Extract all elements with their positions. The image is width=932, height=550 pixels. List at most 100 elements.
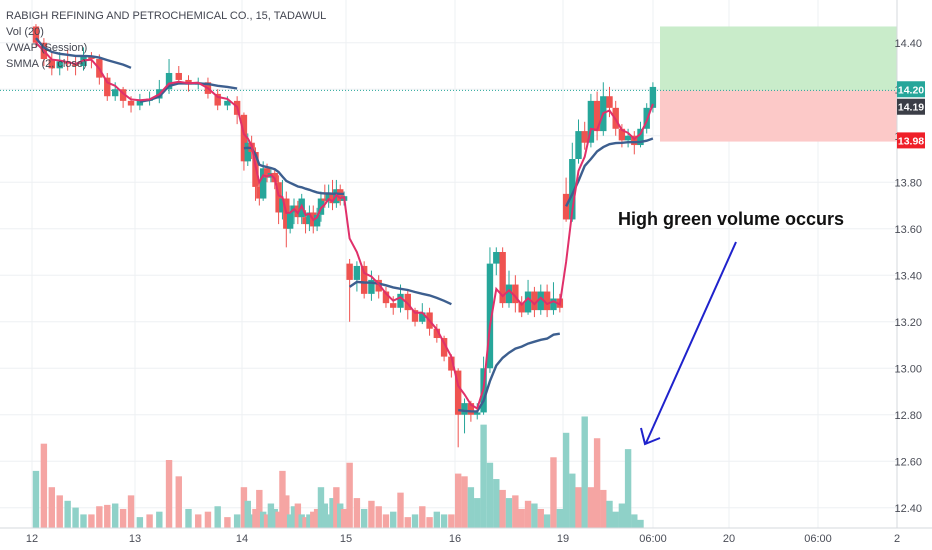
- candle-body: [537, 291, 544, 311]
- volume-bar: [346, 462, 353, 528]
- volume-bar: [48, 487, 56, 528]
- volume-bar: [505, 498, 513, 528]
- stop-loss-zone: [660, 90, 897, 142]
- volume-bar: [480, 424, 487, 528]
- smma-indicator-label: SMMA (2, close): [6, 58, 87, 70]
- price-tag-last: [897, 98, 925, 115]
- candle-body: [279, 198, 286, 213]
- price-tick-label: 12.80: [894, 410, 922, 422]
- candle-body: [353, 265, 361, 280]
- candle-body: [313, 214, 321, 227]
- volume-bar: [256, 489, 263, 528]
- volume-bar: [360, 508, 368, 528]
- volume-bar: [461, 476, 468, 528]
- candle-body: [433, 328, 441, 339]
- volume-bar: [531, 503, 538, 528]
- chart-legend: RABIGH REFINING AND PETROCHEMICAL CO., 1…: [6, 8, 326, 72]
- price-tag-label: 14.19: [898, 102, 924, 114]
- volume-bar: [569, 473, 576, 528]
- volume-bar: [637, 519, 644, 528]
- candle-body: [302, 217, 309, 225]
- candle-body: [474, 412, 481, 415]
- volume-bar: [240, 487, 248, 528]
- candle-body: [244, 142, 251, 162]
- volume-indicator-label: Vol (20): [6, 26, 44, 38]
- volume-bar: [433, 511, 441, 528]
- volume-bar: [333, 487, 340, 528]
- volume-bar: [448, 514, 455, 528]
- volume-bar: [618, 503, 626, 528]
- price-tick-label: 12.60: [894, 456, 922, 468]
- volume-bar: [375, 506, 382, 528]
- candle-body: [618, 128, 626, 141]
- candle-body: [256, 186, 263, 199]
- time-tick-label: 20: [723, 533, 735, 545]
- volume-bar: [587, 487, 595, 528]
- volume-bar: [454, 473, 462, 528]
- price-tick-label: 12.40: [894, 503, 922, 515]
- candle-body: [88, 56, 95, 60]
- smma-line: [35, 42, 654, 411]
- time-tick-label: 2: [894, 533, 900, 545]
- volume-bar: [562, 432, 570, 528]
- candle-body: [397, 293, 404, 308]
- volume-bar: [499, 489, 506, 528]
- candle-body: [562, 193, 570, 220]
- volume-bar: [524, 500, 532, 528]
- candle-body: [368, 279, 375, 294]
- candle-body: [240, 114, 248, 162]
- volume-bar: [306, 514, 313, 528]
- candle-body: [448, 356, 455, 371]
- annotation-text: High green volume occurs: [618, 209, 844, 229]
- volume-bar: [64, 500, 71, 528]
- candle-body: [411, 310, 419, 322]
- candle-body: [56, 61, 63, 69]
- candle-body: [32, 26, 40, 43]
- volume-bar: [486, 462, 494, 528]
- volume-bar: [310, 511, 317, 528]
- candle-body: [360, 265, 368, 294]
- candle-body: [346, 263, 353, 280]
- candle-body: [587, 100, 595, 143]
- symbol-title: RABIGH REFINING AND PETROCHEMICAL CO., 1…: [6, 10, 327, 22]
- candle-body: [543, 291, 551, 311]
- volume-bar: [286, 514, 294, 528]
- volume-bar: [252, 508, 259, 528]
- candle-body: [512, 284, 519, 304]
- candle-body: [325, 193, 332, 201]
- volume-bar: [382, 514, 390, 528]
- volume-bar: [56, 495, 63, 528]
- time-tick-label: 13: [129, 533, 141, 545]
- candle-body: [48, 59, 56, 69]
- volume-bar: [556, 508, 564, 528]
- volume-bar: [175, 476, 182, 528]
- volume-bar: [127, 495, 135, 528]
- candle-body: [111, 89, 119, 97]
- candle-body: [329, 193, 336, 204]
- volume-bar: [543, 514, 551, 528]
- volume-bar: [419, 506, 426, 528]
- volume-bar: [518, 508, 525, 528]
- vwap-indicator-label: VWAP (Session): [6, 42, 88, 54]
- candle-body: [454, 370, 462, 415]
- candle-body: [136, 100, 144, 106]
- volume-bar: [440, 514, 448, 528]
- price-tag-label: 13.98: [898, 135, 924, 147]
- candle-body: [531, 291, 538, 311]
- candle-body: [259, 168, 267, 199]
- candle-body: [440, 338, 448, 357]
- annotation-arrow: [645, 241, 737, 444]
- volume-bar: [233, 514, 241, 528]
- volume-bar: [214, 506, 221, 528]
- volume-bar: [325, 514, 332, 528]
- volume-bar: [156, 511, 163, 528]
- volume-bar: [397, 492, 404, 528]
- candle-body: [337, 189, 344, 201]
- volume-bar: [390, 511, 397, 528]
- candle-body: [127, 100, 135, 106]
- candle-body: [263, 168, 271, 178]
- price-tag-label: 14.20: [898, 84, 924, 96]
- volume-bar: [283, 495, 290, 528]
- volume-bar: [537, 508, 544, 528]
